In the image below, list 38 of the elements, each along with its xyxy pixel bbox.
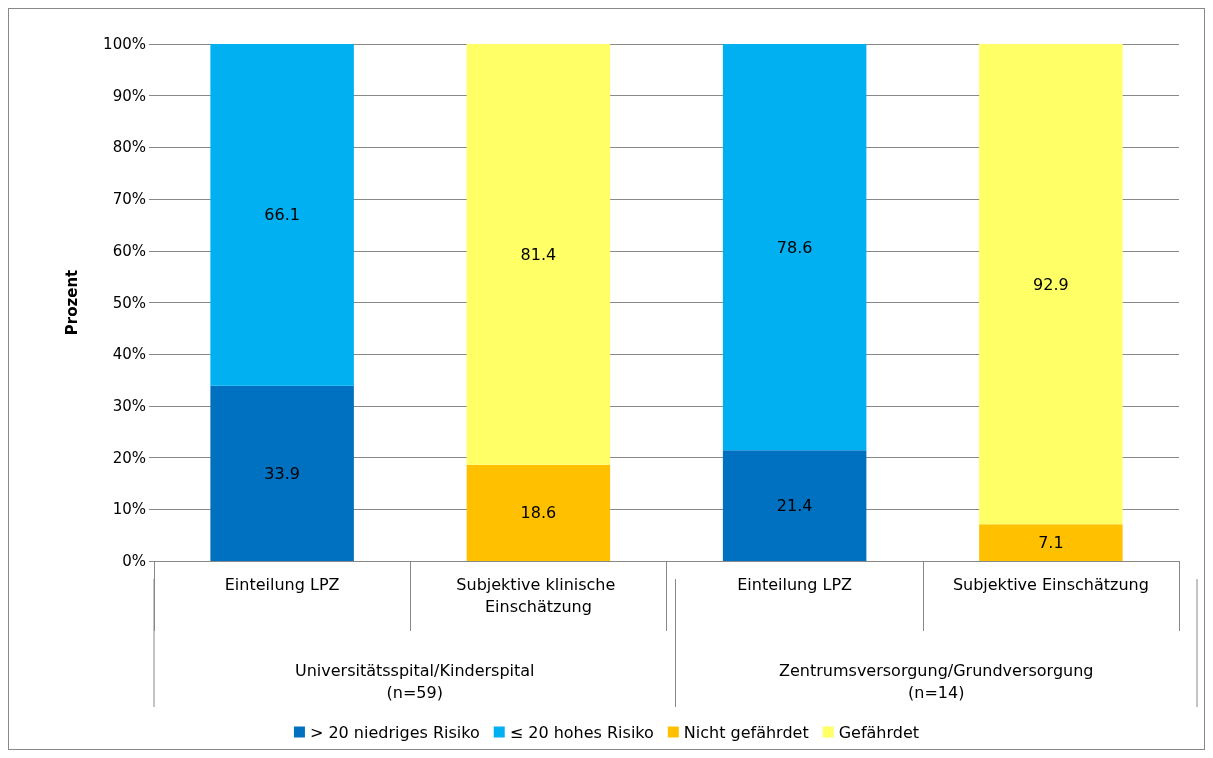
bar bbox=[722, 44, 867, 451]
x-tick-label: Einteilung LPZ bbox=[737, 574, 853, 594]
y-tick-label: 90% bbox=[112, 86, 146, 105]
data-label: 33.9 bbox=[264, 463, 300, 483]
data-label: 81.4 bbox=[520, 244, 557, 264]
data-label: 21.4 bbox=[776, 496, 813, 516]
x-tick-label: Subjektive klinische Einschätzung bbox=[456, 574, 621, 616]
y-tick-label: 40% bbox=[112, 345, 146, 364]
y-tick-label: 10% bbox=[112, 500, 146, 519]
bar bbox=[979, 524, 1123, 561]
data-label: 66.1 bbox=[264, 205, 300, 225]
x-tick-label: Einteilung LPZ bbox=[224, 574, 340, 594]
y-tick-label: 50% bbox=[112, 293, 146, 312]
bar bbox=[979, 44, 1123, 525]
y-tick-label: 30% bbox=[112, 396, 146, 415]
bar bbox=[466, 44, 611, 465]
bar bbox=[210, 385, 354, 561]
bar bbox=[722, 450, 867, 561]
y-axis-title: Prozent bbox=[62, 269, 81, 336]
legend-label: ≤ 20 hohes Risiko bbox=[509, 722, 654, 742]
bar bbox=[210, 44, 354, 386]
text: Universitätsspital/Kinderspital (n=59) bbox=[294, 660, 535, 702]
y-tick-label: 70% bbox=[112, 190, 146, 209]
data-label: 92.9 bbox=[1033, 274, 1069, 294]
y-tick-label: 20% bbox=[112, 448, 146, 467]
y-tick-label: 100% bbox=[103, 35, 146, 53]
y-tick-label: 80% bbox=[112, 138, 146, 157]
data-label: 78.6 bbox=[776, 237, 813, 257]
text: Zentrumsversorgung/Grundversorgung (n=14) bbox=[779, 660, 1094, 702]
y-tick-label: 0% bbox=[122, 552, 146, 570]
legend-label: Gefährdet bbox=[838, 722, 920, 742]
legend-label: Nicht gefährdet bbox=[683, 722, 809, 742]
bar bbox=[466, 464, 611, 561]
x-tick-label: Subjektive Einschätzung bbox=[952, 574, 1149, 594]
y-tick-label: 60% bbox=[112, 241, 146, 260]
data-label: 18.6 bbox=[520, 503, 557, 523]
data-label: 7.1 bbox=[1038, 533, 1064, 553]
legend-label: > 20 niedriges Risiko bbox=[309, 722, 480, 742]
